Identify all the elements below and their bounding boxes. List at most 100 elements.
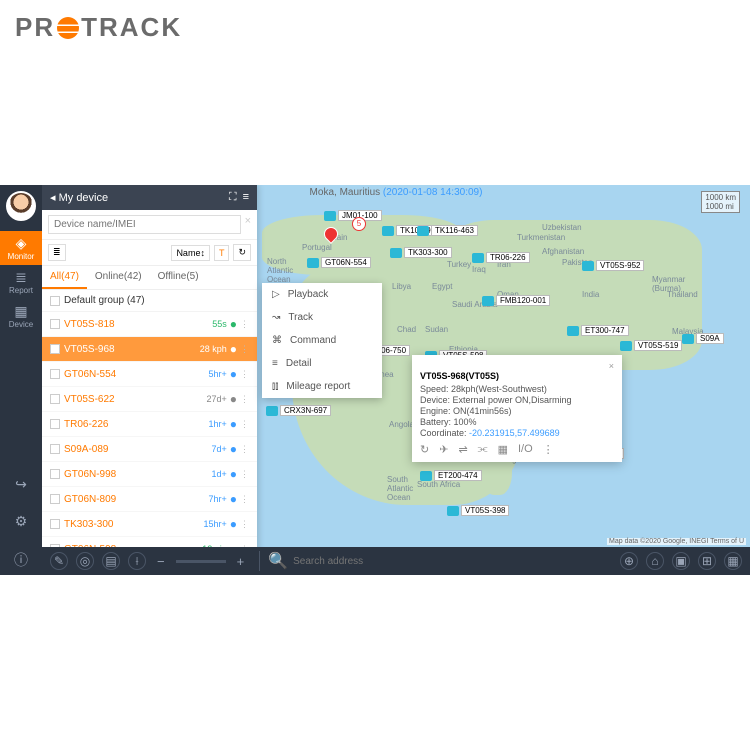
- tab-all[interactable]: All(47): [42, 266, 87, 289]
- zoom-out-button[interactable]: −: [154, 554, 168, 569]
- map-marker[interactable]: VT05S-952: [582, 260, 644, 271]
- device-checkbox[interactable]: [50, 469, 60, 479]
- map-marker[interactable]: TK116-463: [417, 225, 478, 236]
- ctx-command[interactable]: ⌘Command: [262, 329, 382, 352]
- map-label: India: [582, 290, 599, 299]
- map-marker[interactable]: VT05S-398: [447, 505, 509, 516]
- map-label: SouthAtlanticOcean: [387, 475, 413, 502]
- share-icon[interactable]: ⫘: [478, 443, 488, 456]
- device-checkbox[interactable]: [50, 419, 60, 429]
- coordinate-link[interactable]: -20.231915,57.499689: [469, 428, 560, 438]
- device-search-input[interactable]: [48, 215, 241, 234]
- device-checkbox[interactable]: [50, 369, 60, 379]
- refresh-button[interactable]: ↻: [233, 244, 251, 261]
- map-area[interactable]: Moka, Mauritius (2020-01-08 14:30:09) 10…: [42, 185, 750, 575]
- address-search-input[interactable]: [293, 556, 459, 567]
- send-icon[interactable]: ✈: [439, 443, 448, 456]
- map-label: Chad: [397, 325, 416, 334]
- target-icon[interactable]: ◎: [76, 552, 94, 570]
- ctx-detail[interactable]: ≡Detail: [262, 352, 382, 375]
- sidebar-item-monitor[interactable]: ◈Monitor: [0, 231, 42, 265]
- ctx-playback[interactable]: ▷Playback: [262, 283, 382, 306]
- locate-icon[interactable]: ⊕: [620, 552, 638, 570]
- tab-offline[interactable]: Offline(5): [150, 266, 207, 289]
- map-label: Angola: [389, 420, 414, 429]
- device-checkbox[interactable]: [50, 394, 60, 404]
- ruler-icon[interactable]: ⟊: [128, 552, 146, 570]
- share-icon[interactable]: ↪: [0, 471, 42, 498]
- close-icon[interactable]: ×: [420, 361, 614, 371]
- device-row[interactable]: GT06N-5545hr+ ● ⋮: [42, 362, 257, 387]
- map-label: Egypt: [432, 282, 452, 291]
- avatar[interactable]: [6, 191, 36, 221]
- tab-online[interactable]: Online(42): [87, 266, 150, 289]
- ctx-mileage-report[interactable]: ⫾⫾Mileage report: [262, 375, 382, 398]
- menu-icon[interactable]: ≡: [243, 191, 249, 204]
- device-checkbox[interactable]: [50, 519, 60, 529]
- map-marker[interactable]: TR06-226: [472, 252, 530, 263]
- map-marker[interactable]: GT06N-554: [307, 257, 371, 268]
- home-icon[interactable]: ⌂: [646, 552, 664, 570]
- device-row[interactable]: VT05S-96828 kph ● ⋮: [42, 337, 257, 362]
- map-label: Iraq: [472, 265, 486, 274]
- map-marker[interactable]: TK303-300: [390, 247, 452, 258]
- sort-t-button[interactable]: T: [214, 245, 230, 261]
- collapse-icon[interactable]: ◂: [50, 192, 56, 204]
- expand-icon[interactable]: ⛶: [229, 191, 237, 204]
- clear-icon[interactable]: ×: [245, 215, 251, 234]
- device-panel: ◂ My device ⛶ ≡ × ≣ Name ↕ T ↻ All(47) O…: [42, 185, 257, 575]
- map-label: NorthAtlanticOcean: [267, 257, 293, 284]
- map-label: Uzbekistan: [542, 223, 582, 232]
- location-header: Moka, Mauritius (2020-01-08 14:30:09): [310, 187, 483, 198]
- map-marker[interactable]: S09A: [682, 333, 724, 344]
- map-attribution: Map data ©2020 Google, INEGI Terms of U: [607, 538, 746, 545]
- device-row[interactable]: TK303-30015hr+ ● ⋮: [42, 512, 257, 537]
- ctx-track[interactable]: ↝Track: [262, 306, 382, 329]
- group-checkbox[interactable]: [50, 296, 60, 306]
- zoom-in-button[interactable]: +: [234, 554, 248, 569]
- map-marker[interactable]: ET300-747: [567, 325, 629, 336]
- device-row[interactable]: VT05S-81855s ● ⋮: [42, 312, 257, 337]
- map-marker[interactable]: VT05S-519: [620, 340, 682, 351]
- vehicle-icon: [266, 406, 278, 416]
- device-row[interactable]: S09A-0897d+ ● ⋮: [42, 437, 257, 462]
- device-row[interactable]: TR06-2261hr+ ● ⋮: [42, 412, 257, 437]
- vehicle-icon: [420, 471, 432, 481]
- device-checkbox[interactable]: [50, 494, 60, 504]
- map-label: Afghanistan: [542, 247, 584, 256]
- cluster-badge[interactable]: 5: [352, 217, 366, 231]
- zoom-slider[interactable]: [176, 560, 226, 563]
- device-row[interactable]: GT06N-8097hr+ ● ⋮: [42, 487, 257, 512]
- device-info-popup: × VT05S-968(VT05S) Speed: 28kph(West-Sou…: [412, 355, 622, 462]
- settings-icon[interactable]: ⚙: [0, 508, 42, 535]
- search-icon: 🔍: [268, 551, 288, 571]
- road-icon[interactable]: ⊞: [698, 552, 716, 570]
- device-checkbox[interactable]: [50, 319, 60, 329]
- grid-icon[interactable]: ▦: [498, 443, 508, 456]
- info-toolbar: ↻ ✈ ⇌ ⫘ ▦ I/O ⋮: [420, 443, 614, 456]
- name-filter-button[interactable]: Name ↕: [171, 245, 210, 261]
- logo-o-icon: [57, 17, 79, 39]
- map-marker[interactable]: CRX3N-697: [266, 405, 331, 416]
- map-label: South Africa: [417, 480, 460, 489]
- info-icon[interactable]: ⓘ: [0, 545, 42, 575]
- list-view-button[interactable]: ≣: [48, 244, 66, 261]
- refresh-icon[interactable]: ↻: [420, 443, 429, 456]
- device-group[interactable]: Default group (47): [42, 290, 257, 312]
- device-checkbox[interactable]: [50, 444, 60, 454]
- layers-icon[interactable]: ▤: [102, 552, 120, 570]
- edit-icon[interactable]: ✎: [50, 552, 68, 570]
- device-checkbox[interactable]: [50, 344, 60, 354]
- info-title: VT05S-968(VT05S): [420, 371, 614, 381]
- fence-icon[interactable]: ▣: [672, 552, 690, 570]
- device-row[interactable]: GT06N-9981d+ ● ⋮: [42, 462, 257, 487]
- sidebar-item-device[interactable]: ▦Device: [0, 299, 42, 333]
- more-icon[interactable]: ⋮: [543, 443, 554, 456]
- route-icon[interactable]: ⇌: [458, 443, 467, 456]
- sidebar-item-report[interactable]: ≣Report: [0, 265, 42, 299]
- grid-icon[interactable]: ▦: [724, 552, 742, 570]
- io-label[interactable]: I/O: [518, 443, 533, 456]
- map-marker[interactable]: ET200-474: [420, 470, 482, 481]
- map-marker[interactable]: FMB120-001: [482, 295, 550, 306]
- device-row[interactable]: VT05S-62227d+ ● ⋮: [42, 387, 257, 412]
